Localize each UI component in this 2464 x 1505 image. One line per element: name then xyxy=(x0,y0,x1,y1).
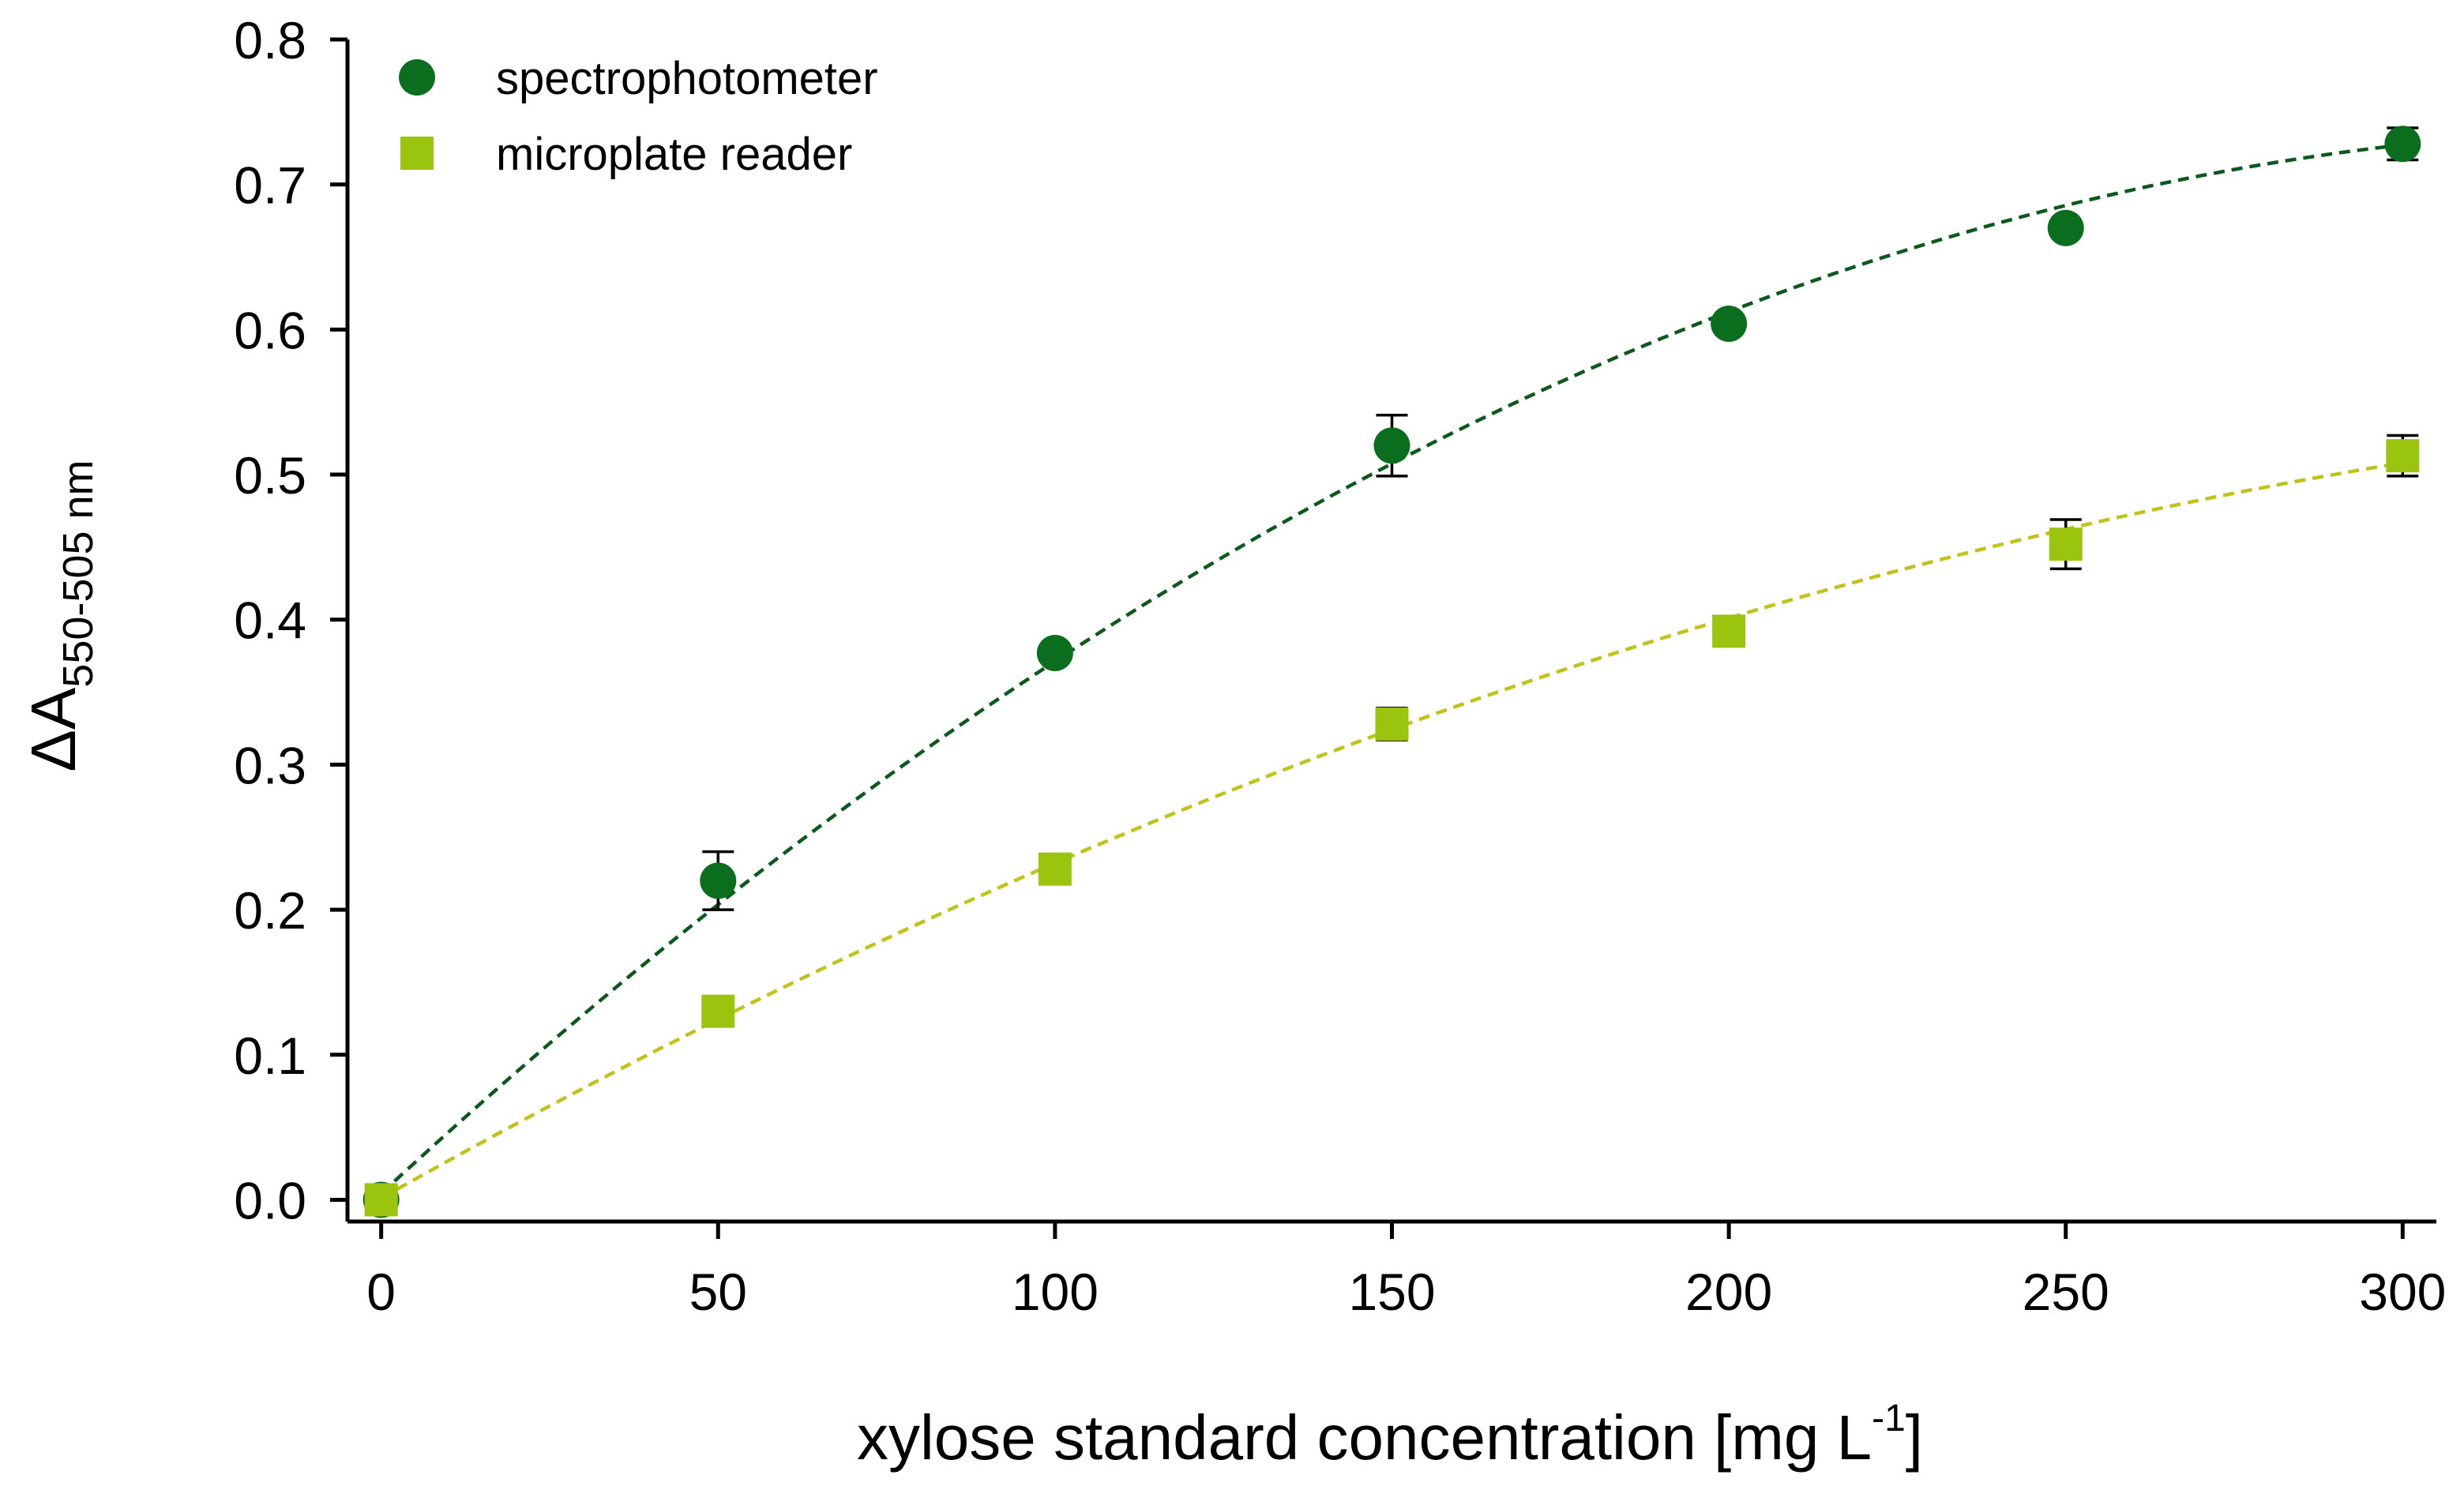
data-point-microplate-reader xyxy=(701,994,735,1028)
x-tick-label: 50 xyxy=(689,1263,747,1321)
x-tick-label: 300 xyxy=(2359,1263,2446,1321)
axes: 0 50 100 150 200 250 300 0.0 0.1 0.2 0.3 0.4 0.5 0.6 0… xyxy=(234,11,2446,1321)
data-point-microplate-reader xyxy=(1038,852,1072,886)
y-tick-label: 0.4 xyxy=(234,591,306,650)
x-tick-label: 0 xyxy=(366,1263,396,1321)
y-tick-label: 0.3 xyxy=(234,736,306,794)
x-tick-label: 250 xyxy=(2023,1263,2109,1321)
data-point-spectrophotometer xyxy=(700,862,737,899)
x-axis-title: xylose standard concentration [mg L-1] xyxy=(857,1398,1923,1473)
data-point-spectrophotometer xyxy=(1711,306,1748,343)
y-tick-label: 0.2 xyxy=(234,881,306,940)
legend: spectrophotometer microplate reader xyxy=(399,53,878,180)
x-tick-label: 200 xyxy=(1685,1263,1772,1321)
y-tick-label: 0.7 xyxy=(234,156,306,215)
legend-label-spectrophotometer: spectrophotometer xyxy=(496,53,878,104)
error-bars xyxy=(702,126,2419,1023)
data-point-spectrophotometer xyxy=(1373,427,1410,464)
data-point-microplate-reader xyxy=(2386,439,2420,473)
y-tick-label: 0.0 xyxy=(234,1171,306,1229)
data-point-spectrophotometer xyxy=(2384,126,2421,163)
legend-marker-microplate-reader xyxy=(400,137,434,170)
data-point-microplate-reader xyxy=(1375,707,1409,741)
data-point-spectrophotometer xyxy=(2047,209,2084,246)
legend-label-microplate-reader: microplate reader xyxy=(496,129,852,180)
y-tick-label: 0.5 xyxy=(234,446,306,505)
y-tick-label: 0.8 xyxy=(234,11,306,69)
fit-curve-spectrophotometer xyxy=(380,143,2403,1195)
y-tick-label: 0.6 xyxy=(234,301,306,359)
data-point-microplate-reader xyxy=(364,1183,398,1217)
data-point-spectrophotometer xyxy=(1036,634,1073,671)
x-tick-label: 150 xyxy=(1348,1263,1435,1321)
data-points xyxy=(362,126,2421,1218)
data-point-microplate-reader xyxy=(1712,614,1746,648)
y-axis-title: ΔA550-505 nm xyxy=(18,460,102,772)
x-tick-label: 100 xyxy=(1012,1263,1099,1321)
fit-curve-microplate-reader xyxy=(380,460,2403,1200)
data-point-microplate-reader xyxy=(2049,527,2083,561)
fit-curves xyxy=(380,143,2403,1200)
y-tick-label: 0.1 xyxy=(234,1026,306,1085)
legend-marker-spectrophotometer xyxy=(399,59,435,96)
